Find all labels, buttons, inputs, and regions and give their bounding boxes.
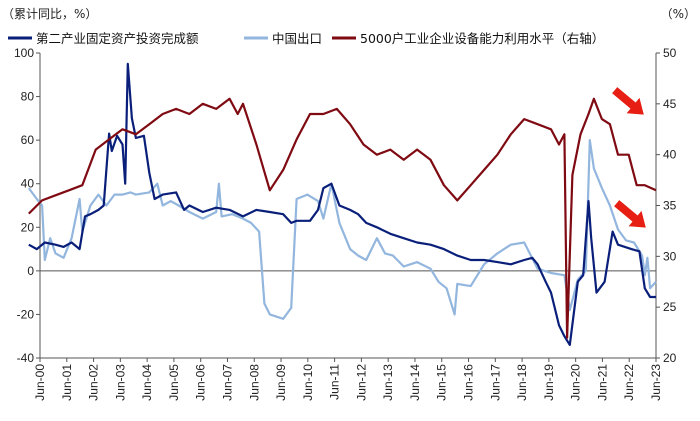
annotations bbox=[612, 87, 646, 228]
legend-label-capacity: 5000户工业企业设备能力利用水平（右轴） bbox=[360, 31, 604, 46]
x-tick-label: Jun-18 bbox=[515, 364, 529, 401]
red-arrow-lower bbox=[614, 200, 646, 228]
legend-label-export: 中国出口 bbox=[272, 31, 322, 46]
x-tick-label: Jun-17 bbox=[488, 364, 502, 401]
series-lines bbox=[27, 62, 657, 346]
x-tick-label: Jun-02 bbox=[87, 364, 101, 401]
right-tick-label: 20 bbox=[663, 351, 677, 365]
x-tick-label: Jun-10 bbox=[301, 364, 315, 401]
series-line-export bbox=[27, 139, 657, 320]
x-tick-label: Jun-20 bbox=[569, 364, 583, 401]
x-tick-label: Jun-08 bbox=[247, 364, 261, 401]
left-tick-label: -40 bbox=[17, 351, 35, 365]
right-tick-label: 35 bbox=[663, 199, 677, 213]
x-tick-label: Jun-11 bbox=[328, 364, 342, 400]
right-tick-label: 25 bbox=[663, 300, 677, 314]
right-axis-unit: （%） bbox=[661, 7, 696, 21]
left-tick-label: -20 bbox=[17, 307, 35, 321]
series-line-investment bbox=[28, 62, 656, 346]
x-tick-label: Jun-06 bbox=[194, 364, 208, 401]
x-tick-label: Jun-14 bbox=[408, 364, 422, 401]
x-tick-label: Jun-12 bbox=[354, 364, 368, 401]
x-tick-label: Jun-15 bbox=[435, 364, 449, 401]
right-tick-label: 45 bbox=[663, 97, 677, 111]
right-tick-label: 30 bbox=[663, 249, 677, 263]
x-tick-label: Jun-19 bbox=[542, 364, 556, 401]
right-tick-label: 40 bbox=[663, 148, 677, 162]
x-tick-label: Jun-00 bbox=[33, 364, 47, 401]
red-arrow-upper bbox=[612, 87, 644, 115]
x-tick-label: Jun-16 bbox=[462, 364, 476, 401]
x-tick-label: Jun-23 bbox=[649, 364, 663, 401]
left-tick-label: 80 bbox=[21, 90, 35, 104]
legend: 第二产业固定资产投资完成额 中国出口 5000户工业企业设备能力利用水平（右轴） bbox=[8, 31, 604, 46]
x-tick-label: Jun-05 bbox=[167, 364, 181, 401]
left-tick-label: 40 bbox=[21, 177, 35, 191]
x-tick-label: Jun-22 bbox=[622, 364, 636, 401]
x-tick-label: Jun-04 bbox=[140, 364, 154, 401]
x-tick-label: Jun-21 bbox=[595, 364, 609, 401]
left-tick-label: 0 bbox=[27, 264, 34, 278]
x-tick-label: Jun-03 bbox=[113, 364, 127, 401]
legend-label-investment: 第二产业固定资产投资完成额 bbox=[36, 31, 199, 46]
x-tick-label: Jun-13 bbox=[381, 364, 395, 401]
series-line-capacity bbox=[28, 97, 657, 339]
left-tick-label: 100 bbox=[14, 46, 34, 60]
x-tick-label: Jun-01 bbox=[60, 364, 74, 401]
left-axis-unit: （累计同比，%） bbox=[2, 7, 97, 21]
x-tick-label: Jun-07 bbox=[220, 364, 234, 401]
left-tick-label: 60 bbox=[21, 133, 35, 147]
right-tick-label: 50 bbox=[663, 46, 677, 60]
axes: -40 -20 0 20 40 60 80 100 20 25 30 35 40 45 50 Jun-00 Ju… bbox=[14, 46, 677, 401]
x-tick-label: Jun-09 bbox=[274, 364, 288, 401]
left-tick-label: 20 bbox=[21, 220, 35, 234]
